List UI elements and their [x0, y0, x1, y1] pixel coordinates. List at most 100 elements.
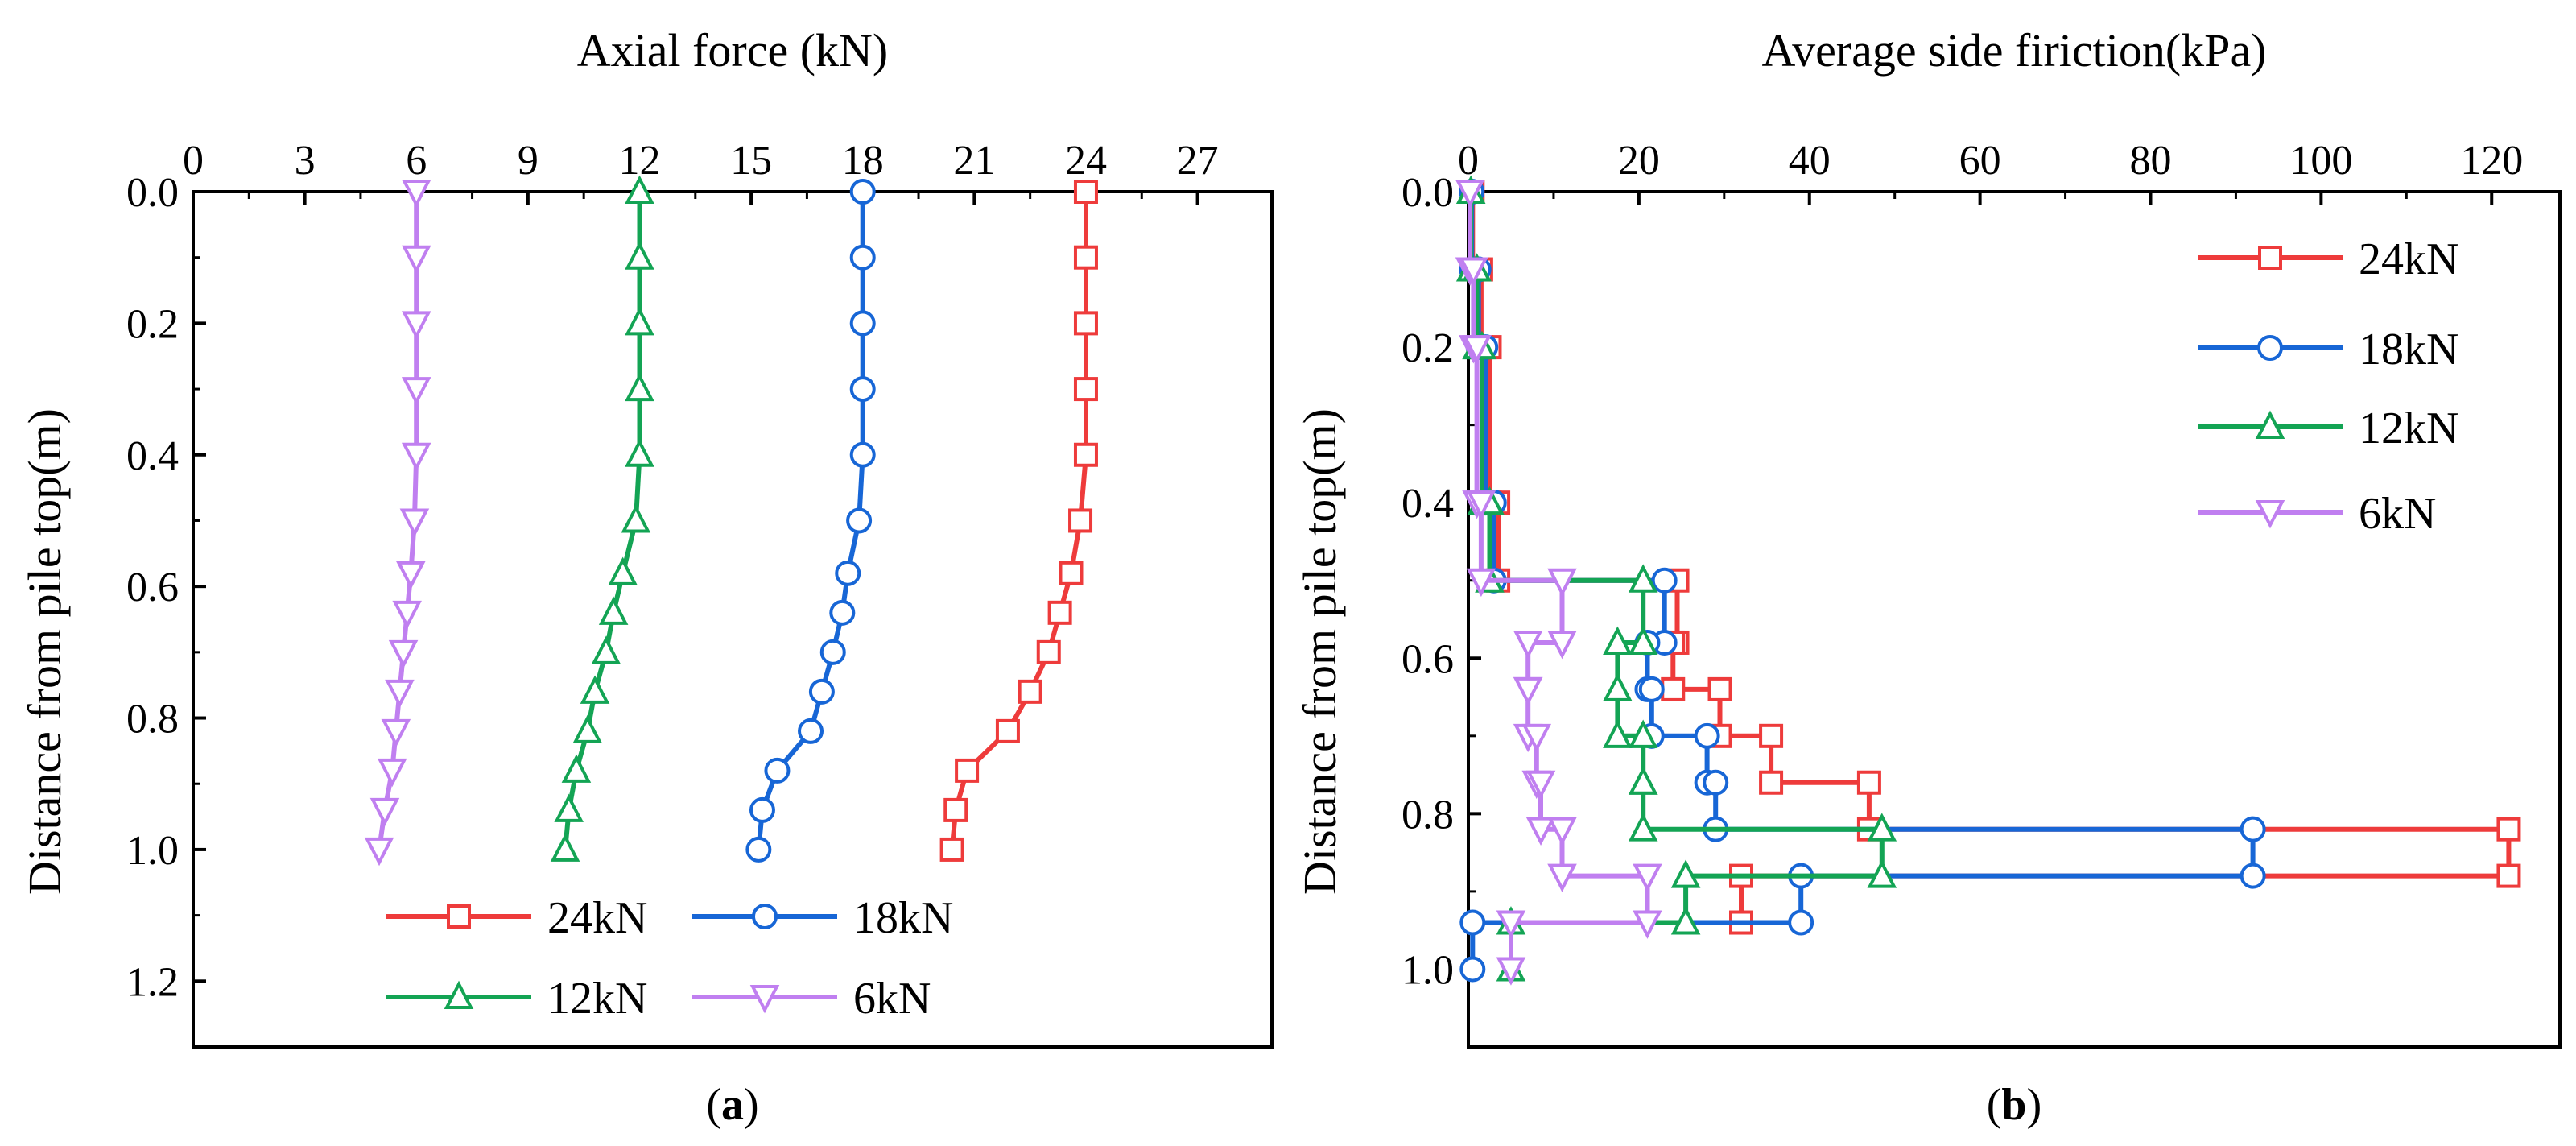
data-point [849, 441, 876, 468]
data-point [401, 442, 431, 472]
data-point [1633, 910, 1662, 939]
data-point [819, 639, 846, 665]
data-point [2496, 817, 2521, 842]
series-6kN [1455, 180, 1662, 986]
x-tick-label: 21 [953, 138, 995, 184]
legend-marker [447, 904, 471, 929]
legend-marker [2258, 246, 2282, 270]
plot-frame [1467, 190, 2562, 1049]
x-tick-label: 120 [2460, 138, 2523, 184]
data-point [1525, 770, 1556, 800]
legend-label: 18kN [2359, 325, 2458, 374]
legend: 24kN 18kN 12kN 6kN [386, 893, 953, 1024]
y-tick-label: 1.0 [126, 828, 179, 874]
legend-item: 12kN [2198, 403, 2458, 453]
data-point [995, 718, 1020, 743]
data-point [1496, 910, 1526, 939]
x-axis-title: Axial force (kN) [577, 24, 889, 77]
data-point [1661, 676, 1686, 701]
legend-marker [444, 980, 474, 1009]
data-point [392, 600, 422, 630]
data-point [2240, 863, 2266, 889]
data-point [1547, 568, 1577, 598]
data-point [1018, 679, 1042, 704]
data-point [1547, 863, 1577, 892]
data-point [1703, 769, 1729, 796]
data-point [369, 797, 400, 827]
panel-label: (a) [706, 1080, 758, 1130]
data-point [1547, 817, 1577, 846]
data-point [1670, 906, 1701, 935]
data-point [598, 596, 629, 625]
y-tick-label: 0.8 [126, 697, 179, 743]
data-point [846, 507, 873, 534]
data-point [1867, 813, 1897, 842]
x-tick-label: 3 [295, 138, 316, 184]
x-tick-label: 0 [1458, 138, 1479, 184]
series-18kN [745, 179, 876, 863]
data-point [1068, 508, 1093, 533]
data-point [1628, 626, 1658, 655]
data-point [625, 175, 654, 204]
x-tick-label: 15 [730, 138, 772, 184]
data-point [1867, 859, 1897, 888]
data-point [608, 556, 638, 585]
series-24kN [1460, 180, 2521, 935]
y-tick-label: 0.0 [1402, 170, 1454, 216]
y-axis-title: Distance from pile top(m) [1294, 408, 1346, 895]
data-point [401, 377, 431, 406]
legend-item: 24kN [2198, 234, 2458, 284]
panel-label: (b) [1987, 1080, 2041, 1130]
legend-item: 18kN [692, 893, 953, 943]
data-point [1455, 180, 1485, 209]
data-point [1521, 723, 1552, 753]
data-point [764, 757, 791, 784]
data-point [401, 245, 431, 275]
data-point [1759, 723, 1784, 748]
data-point [550, 833, 580, 862]
y-tick-label: 0.4 [1402, 481, 1454, 527]
data-point [1073, 245, 1098, 270]
data-point [829, 599, 856, 626]
data-point [1603, 719, 1633, 748]
data-point [749, 796, 775, 823]
data-point [849, 310, 876, 337]
x-tick-label: 0 [183, 138, 204, 184]
data-point [1073, 311, 1098, 336]
legend-marker [2255, 410, 2285, 439]
legend-label: 18kN [853, 893, 953, 943]
plot-frame [192, 190, 1274, 1049]
data-point [798, 718, 824, 744]
legend-marker [749, 985, 780, 1014]
data-point [1513, 676, 1543, 706]
data-point [399, 508, 430, 537]
data-point [1496, 957, 1526, 986]
data-point [625, 438, 654, 467]
data-point [381, 718, 411, 748]
data-point [1513, 630, 1543, 660]
legend-marker [2255, 500, 2285, 529]
y-tick-label: 1.2 [126, 959, 179, 1005]
legend-marker [2257, 335, 2283, 361]
data-point [1073, 377, 1098, 402]
data-point [1459, 257, 1488, 286]
data-point [621, 504, 651, 533]
data-point [1036, 639, 1061, 664]
data-point [1633, 863, 1662, 892]
data-point [1466, 568, 1496, 598]
x-tick-label: 6 [406, 138, 427, 184]
data-point [1603, 672, 1633, 701]
data-point [1638, 676, 1665, 702]
data-point [1459, 956, 1486, 983]
data-point [625, 241, 654, 270]
x-tick-label: 27 [1177, 138, 1219, 184]
data-point [1525, 817, 1556, 846]
data-point [1628, 766, 1658, 795]
legend-item: 6kN [692, 974, 931, 1024]
data-point [1628, 564, 1658, 593]
data-point [2496, 863, 2521, 888]
data-point [1459, 909, 1486, 936]
y-tick-label: 0.2 [1402, 325, 1454, 371]
legend-label: 24kN [2359, 234, 2458, 284]
